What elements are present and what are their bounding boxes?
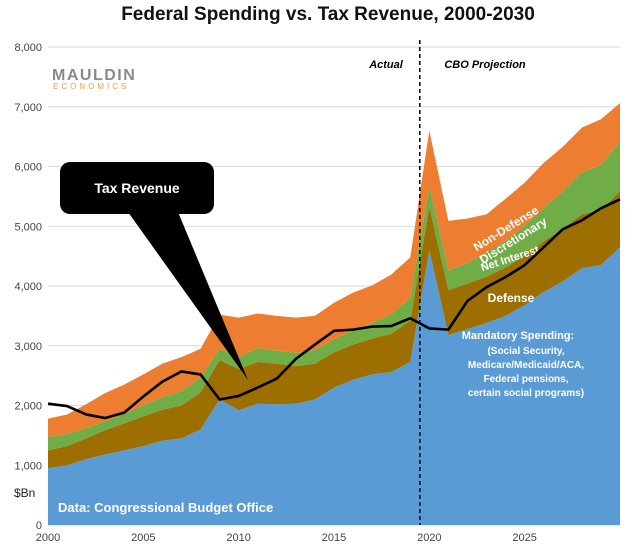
x-tick-label: 2020 [417, 532, 441, 544]
x-tick-label: 2005 [131, 532, 155, 544]
area-mandatory-spending [48, 247, 620, 525]
mandatory-line3: Medicare/Medicaid/ACA, [468, 360, 584, 371]
mandatory-label: Mandatory Spending: (Social Security, Me… [462, 330, 585, 399]
y-tick-label: 8,000 [14, 42, 42, 54]
x-tick-label: 2015 [322, 532, 346, 544]
y-tick-label: 1,000 [14, 460, 42, 472]
actual-label: Actual [368, 59, 404, 71]
stacked-areas [48, 103, 620, 525]
mandatory-line5: certain social programs) [468, 388, 584, 399]
y-axis-label: $Bn [14, 486, 35, 500]
area-non-defense-discretionary [48, 103, 620, 438]
tax-revenue-line [47, 198, 621, 420]
x-axis-ticks: 2000 2005 2010 2015 2020 2025 [36, 532, 537, 544]
x-tick-label: 2000 [36, 532, 60, 544]
logo-line2: ECONOMICS [53, 82, 129, 91]
callout-pointer [128, 212, 248, 380]
x-tick-label: 2025 [512, 532, 536, 544]
y-tick-label: 7,000 [14, 102, 42, 114]
callout-box [60, 162, 214, 214]
mandatory-line2: (Social Security, [487, 346, 564, 357]
chart-title: Federal Spending vs. Tax Revenue, 2000-2… [121, 4, 535, 25]
y-tick-label: 6,000 [14, 162, 42, 174]
defense-label: Defense [488, 291, 535, 305]
mandatory-line1: Mandatory Spending: [462, 330, 574, 342]
y-tick-label: 2,000 [14, 401, 42, 413]
y-tick-label: 3,000 [14, 341, 42, 353]
y-tick-label: 0 [36, 520, 42, 532]
y-tick-label: 5,000 [14, 221, 42, 233]
mandatory-line4: Federal pensions, [483, 374, 568, 385]
logo-line1: MAULDIN [52, 67, 136, 84]
y-tick-label: 4,000 [14, 281, 42, 293]
callout-text: Tax Revenue [94, 180, 180, 196]
x-tick-label: 2010 [226, 532, 250, 544]
area-defense [48, 190, 620, 469]
source-label: Data: Congressional Budget Office [58, 500, 273, 515]
projection-label: CBO Projection [444, 59, 526, 71]
y-axis-ticks: 0 1,000 2,000 3,000 4,000 5,000 6,000 7,000 8,00… [14, 42, 42, 532]
